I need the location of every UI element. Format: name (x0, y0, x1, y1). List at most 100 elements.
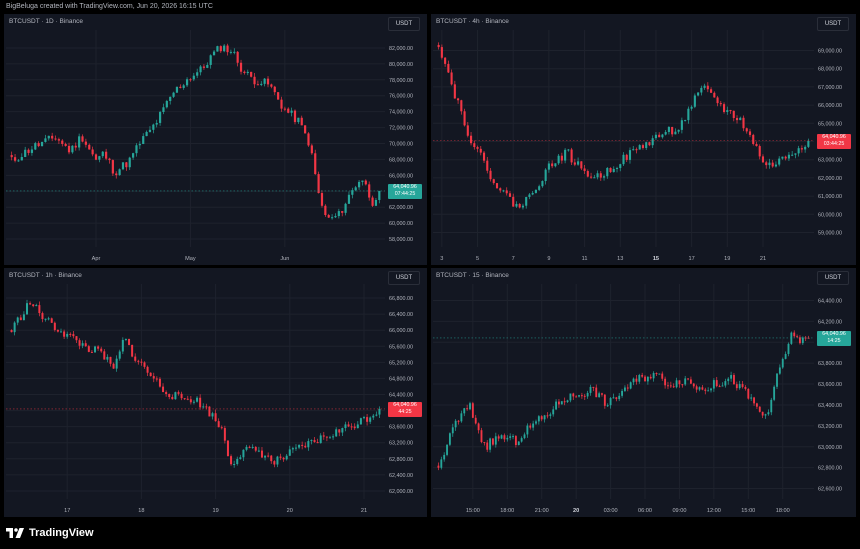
candle (112, 363, 115, 369)
time-tick-label: 03:00 (604, 508, 618, 514)
candle (512, 436, 514, 438)
candle (256, 84, 259, 86)
candle (280, 99, 283, 109)
candle (578, 395, 580, 397)
candle (273, 461, 276, 465)
brand-name: TradingView (29, 527, 94, 539)
candle (29, 303, 32, 305)
price-tick-label: 78,000.00 (389, 78, 413, 84)
candle (531, 192, 534, 195)
chart-panel-1h[interactable]: 66,800.00 66,400.00 66,000.00 65,600.00 65,2… (4, 268, 427, 517)
candle (566, 400, 569, 403)
candle (713, 92, 716, 98)
candle (226, 45, 229, 53)
candle (724, 381, 727, 386)
time-tick-label: 09:00 (672, 508, 686, 514)
candle (341, 211, 344, 213)
time-tick-label: 15 (653, 256, 659, 262)
candle (60, 331, 63, 333)
candle (440, 459, 443, 468)
candle (205, 406, 208, 408)
chart-panel-15m[interactable]: 64,400.0064,200.0064,000.0063,800.0063,6… (431, 268, 856, 517)
chart-plot[interactable]: 69,000.00 68,000.00 67,000.00 66,000.00 65,0… (431, 14, 856, 265)
candle (583, 168, 586, 172)
price-tick-label: 65,200.00 (389, 360, 413, 366)
candle (690, 106, 693, 109)
chart-panel-4h[interactable]: 69,000.00 68,000.00 67,000.00 66,000.00 65,0… (431, 14, 856, 265)
chart-panel-1d[interactable]: 82,000.00 80,000.00 78,000.00 76,000.00 74,0… (4, 14, 427, 265)
price-tick-label: 62,800.00 (389, 457, 413, 463)
candle (719, 103, 722, 105)
candle (774, 164, 777, 167)
candle (353, 426, 356, 429)
candle (291, 448, 294, 450)
candle (601, 393, 603, 395)
candle (664, 131, 667, 135)
candle (148, 129, 152, 132)
candle (573, 162, 576, 165)
candle (135, 145, 138, 154)
time-tick-label: 20 (287, 508, 293, 514)
price-tick-label: 64,200.00 (818, 319, 842, 325)
candle (146, 366, 149, 373)
bar-countdown: 44:25 (398, 408, 412, 415)
candle (50, 318, 53, 323)
last-price-label: 64,040.96 07:44:25 (388, 183, 422, 199)
candle (572, 393, 575, 397)
candle (590, 176, 593, 178)
candle (443, 454, 446, 460)
candle (108, 158, 111, 161)
candle (279, 456, 282, 458)
candle (658, 134, 661, 138)
candle (337, 211, 340, 217)
chart-plot[interactable]: 64,400.0064,200.0064,000.0063,800.0063,6… (431, 268, 856, 517)
candle (546, 415, 549, 417)
candle (124, 338, 127, 340)
chart-plot[interactable]: 66,800.00 66,400.00 66,000.00 65,600.00 65,2… (4, 268, 427, 517)
candle (684, 120, 687, 122)
candle (500, 435, 503, 439)
time-tick-label: 11 (582, 256, 588, 262)
candle (721, 385, 724, 387)
chart-plot[interactable]: 82,000.00 80,000.00 78,000.00 76,000.00 74,0… (4, 14, 427, 265)
candle (732, 110, 735, 118)
price-tick-label: 74,000.00 (389, 110, 413, 116)
tradingview-logo[interactable]: TradingView (6, 525, 94, 541)
candle (202, 66, 206, 68)
candle (196, 72, 199, 76)
candle (368, 184, 371, 198)
time-tick-label: Jun (280, 256, 289, 262)
time-tick-label: 06:00 (638, 508, 652, 514)
candle (270, 84, 273, 87)
candle (689, 379, 692, 384)
candle (293, 110, 297, 123)
candle (787, 343, 790, 354)
candle (87, 346, 90, 352)
candle (375, 414, 378, 416)
candle (282, 457, 285, 460)
candle (624, 387, 626, 391)
currency-button[interactable]: USDT (817, 271, 849, 285)
candle (344, 203, 347, 213)
price-tick-label: 82,000.00 (389, 46, 413, 52)
candle (800, 148, 803, 150)
currency-button[interactable]: USDT (388, 271, 420, 285)
candle (797, 148, 800, 154)
candle (768, 162, 771, 166)
currency-button[interactable]: USDT (817, 17, 849, 31)
candle (687, 108, 690, 121)
candle (138, 143, 141, 146)
candle (794, 153, 797, 155)
candle (103, 351, 106, 360)
candle (692, 383, 695, 387)
candle (644, 376, 646, 382)
candle (260, 450, 263, 458)
candle (378, 408, 381, 415)
candle (25, 303, 29, 315)
currency-button[interactable]: USDT (388, 17, 420, 31)
candle (145, 131, 148, 137)
candle (469, 403, 471, 410)
chart-title: BTCUSDT · 1D · Binance (9, 18, 83, 25)
candle (606, 167, 609, 177)
candle (654, 134, 657, 139)
